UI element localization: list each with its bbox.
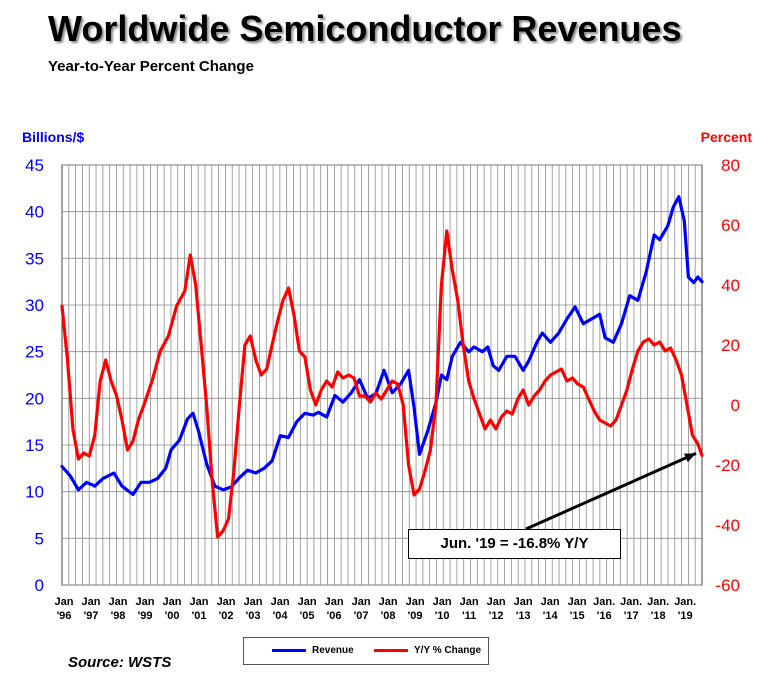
x-tick-label: Jan. — [620, 596, 642, 608]
x-tick-label: '97 — [84, 610, 99, 622]
x-tick-label: '96 — [57, 610, 72, 622]
left-tick-label: 10 — [25, 483, 44, 502]
legend-swatch-revenue — [272, 648, 306, 652]
legend-label-revenue: Revenue — [312, 645, 354, 656]
right-tick-label: 40 — [721, 276, 740, 295]
x-tick-label: Jan — [352, 596, 371, 608]
left-tick-label: 0 — [35, 576, 44, 595]
x-tick-label: '06 — [327, 610, 342, 622]
x-tick-label: '98 — [111, 610, 126, 622]
x-tick-label: Jan — [136, 596, 155, 608]
left-tick-label: 45 — [25, 156, 44, 175]
legend: Revenue Y/Y % Change — [243, 637, 489, 665]
x-tick-label: Jan — [163, 596, 182, 608]
right-tick-label: -20 — [715, 456, 740, 475]
x-tick-label: '10 — [435, 610, 450, 622]
x-tick-label: Jan. — [647, 596, 669, 608]
x-tick-label: '16 — [597, 610, 612, 622]
callout-arrow — [525, 452, 697, 531]
x-tick-label: Jan — [325, 596, 344, 608]
left-axis-label: Billions/$ — [22, 129, 84, 145]
right-tick-label: -60 — [715, 576, 740, 595]
x-tick-label: '18 — [651, 610, 666, 622]
callout-box: Jun. '19 = -16.8% Y/Y — [408, 529, 621, 559]
right-tick-label: 60 — [721, 216, 740, 235]
source-note: Source: WSTS — [68, 654, 172, 671]
x-tick-label: Jan. — [593, 596, 615, 608]
x-tick-label: '04 — [273, 610, 289, 622]
x-tick-label: Jan — [433, 596, 452, 608]
x-tick-label: '13 — [516, 610, 531, 622]
legend-item-yoy: Y/Y % Change — [374, 645, 481, 656]
callout-arrowhead — [684, 453, 696, 463]
x-tick-label: '01 — [192, 610, 207, 622]
left-tick-label: 15 — [25, 436, 44, 455]
x-tick-label: Jan — [487, 596, 506, 608]
right-tick-label: 80 — [721, 156, 740, 175]
right-axis-label: Percent — [701, 129, 753, 145]
x-tick-label: Jan. — [674, 596, 696, 608]
x-tick-label: Jan — [109, 596, 128, 608]
legend-swatch-yoy — [374, 648, 408, 652]
tick-labels: 0 5 10 15 20 25 30 35 40 45 -60 -40 -20 0 20 40 60 80 Jan '… — [25, 156, 740, 622]
x-tick-label: '11 — [462, 610, 476, 622]
right-tick-label: 20 — [721, 336, 740, 355]
x-tick-label: '05 — [300, 610, 315, 622]
x-tick-label: '00 — [165, 610, 180, 622]
x-tick-label: '07 — [354, 610, 369, 622]
legend-label-yoy: Y/Y % Change — [414, 645, 482, 656]
x-tick-label: Jan — [244, 596, 263, 608]
x-tick-label: '12 — [489, 610, 504, 622]
chart-subtitle: Year-to-Year Percent Change — [48, 58, 254, 75]
x-tick-label: '19 — [678, 610, 693, 622]
x-tick-label: '02 — [219, 610, 234, 622]
left-tick-label: 35 — [25, 249, 44, 268]
left-tick-label: 5 — [35, 529, 44, 548]
left-tick-label: 40 — [25, 203, 44, 222]
x-tick-label: Jan — [514, 596, 533, 608]
x-tick-label: Jan — [406, 596, 425, 608]
left-tick-label: 25 — [25, 343, 44, 362]
x-tick-label: Jan — [55, 596, 74, 608]
x-tick-label: Jan — [379, 596, 398, 608]
x-tick-label: Jan — [82, 596, 101, 608]
x-tick-label: Jan — [460, 596, 479, 608]
right-tick-label: -40 — [715, 516, 740, 535]
x-tick-label: Jan — [190, 596, 209, 608]
x-tick-label: '14 — [543, 610, 559, 622]
x-tick-label: Jan — [541, 596, 560, 608]
x-tick-label: '17 — [624, 610, 639, 622]
left-tick-label: 20 — [25, 389, 44, 408]
left-tick-label: 30 — [25, 296, 44, 315]
x-tick-label: '99 — [138, 610, 153, 622]
revenue-line — [60, 195, 704, 497]
right-tick-label: 0 — [731, 396, 740, 415]
x-tick-label: '09 — [408, 610, 423, 622]
legend-item-revenue: Revenue — [272, 645, 354, 656]
x-tick-label: '15 — [570, 610, 585, 622]
series-lines — [60, 195, 704, 539]
x-tick-label: Jan — [217, 596, 236, 608]
x-tick-label: '03 — [246, 610, 261, 622]
x-tick-label: Jan — [568, 596, 587, 608]
chart-title: Worldwide Semiconductor Revenues — [48, 8, 682, 49]
yoy-change-line — [60, 229, 704, 539]
x-tick-label: Jan — [271, 596, 290, 608]
x-tick-label: Jan — [298, 596, 317, 608]
x-tick-label: '08 — [381, 610, 396, 622]
